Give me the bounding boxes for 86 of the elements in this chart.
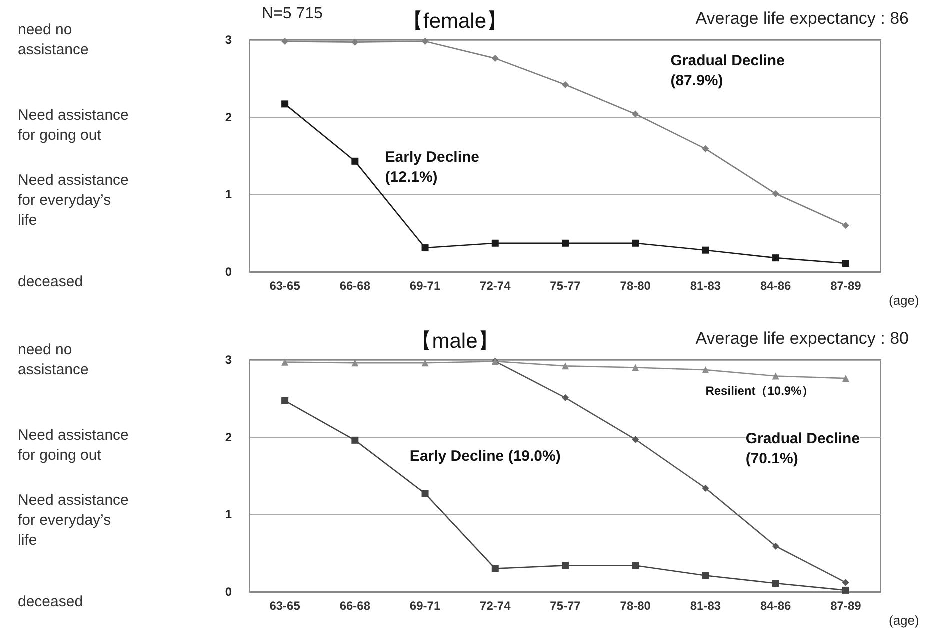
x-tick-label: 69-71 [410,279,441,293]
text: need no assistance [18,22,89,58]
point [562,362,569,370]
point [772,372,780,380]
point [632,110,640,118]
x-tick-label: 81-83 [690,599,722,613]
point [842,260,850,267]
point [702,484,710,492]
text: Average life expectancy : 86 [696,9,909,28]
x-tick-label: 84-86 [760,599,792,613]
y-tick-label: 2 [225,430,232,444]
text: deceased [18,274,84,290]
x-tick-label: 66-68 [340,279,371,293]
point [492,240,499,247]
x-tick-label: 84-86 [760,279,792,293]
text: Need assistance for going out [18,426,129,464]
point [562,81,569,88]
point [352,436,359,444]
point [562,394,569,402]
point [352,38,359,46]
x-tick-label: 75-77 [550,279,582,293]
series-label: Resilient（10.9%） [706,384,814,398]
text: Need assistance for going out [18,106,129,144]
x-axis-title: (age) [889,613,920,628]
point [842,375,850,382]
text: Need assistance for everyday’s life [18,492,129,550]
series-label: Early Decline (12.1%) [385,149,480,186]
point [632,436,640,444]
x-axis-title: (age) [889,293,920,308]
point [632,562,640,570]
x-tick-label: 78-80 [620,599,652,613]
point [842,579,850,586]
point [772,542,780,550]
x-tick-label: 87-89 [830,279,862,293]
text: Gradual Decline (87.9%) [670,52,785,90]
point [632,240,640,247]
series-label: Early Decline (19.0%) [410,448,561,466]
chart-title: 【male】 [411,330,499,353]
y-tick-label: 0 [225,585,232,599]
x-tick-label: 63-65 [270,599,301,613]
x-tick-label: 81-83 [690,279,722,293]
y-tick-label: 2 [225,110,232,124]
y-tick-label: 3 [225,33,232,47]
point [702,146,710,153]
text: deceased [18,594,84,610]
point [562,240,569,247]
chart-title: 【female】 [402,10,508,33]
point [772,580,780,587]
x-tick-label: 72-74 [480,599,512,613]
text: Need assistance for everyday’s life [18,172,129,230]
point [632,364,640,372]
y-tick-label: 1 [225,188,232,202]
point [702,366,710,374]
x-tick-label: 87-89 [830,599,862,613]
point [772,190,780,198]
text: N=5 715 [262,6,324,22]
point [422,38,429,46]
point [282,100,289,108]
text: Gradual Decline (70.1%) [746,430,860,468]
point [282,358,289,366]
x-tick-label: 78-80 [620,279,652,293]
point [842,586,850,594]
point [492,565,499,572]
point [282,38,289,46]
point [562,562,569,570]
y-tick-label: 1 [225,508,232,522]
x-tick-label: 66-68 [340,599,371,613]
x-tick-label: 69-71 [410,599,441,613]
text: need no assistance [18,342,89,378]
point [492,55,499,62]
point [702,572,710,580]
x-tick-label: 72-74 [480,279,512,293]
point [352,158,359,165]
y-tick-label: 3 [225,353,232,367]
text: Average life expectancy : 80 [696,329,909,348]
point [282,397,289,404]
y-tick-label: 0 [225,265,232,279]
point [422,490,429,498]
point [422,360,429,367]
x-tick-label: 75-77 [550,599,582,613]
point [772,254,780,262]
point [422,244,429,252]
point [352,360,359,367]
x-tick-label: 63-65 [270,279,301,293]
point [702,246,710,254]
point [842,222,850,230]
